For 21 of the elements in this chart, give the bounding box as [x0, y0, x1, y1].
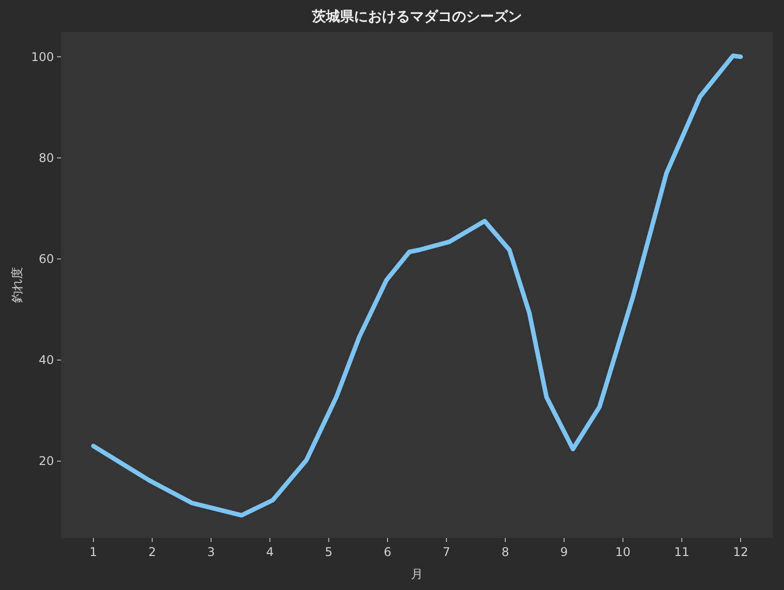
x-tick-label: 7 — [442, 545, 450, 559]
x-tick-label: 3 — [207, 545, 215, 559]
line-series — [91, 54, 743, 518]
x-tick-label: 8 — [501, 545, 510, 559]
y-tick-label: 20 — [38, 454, 54, 468]
chart-title: 茨城県におけるマダコのシーズン — [311, 9, 522, 25]
y-axis-title: 釣れ度 — [10, 267, 24, 303]
x-tick-label: 10 — [615, 545, 631, 559]
x-tick-label: 11 — [674, 545, 690, 559]
y-tick-label: 80 — [38, 150, 54, 165]
x-tick-label: 6 — [384, 545, 392, 559]
x-tick-label: 4 — [266, 545, 274, 559]
x-tick-label: 1 — [90, 545, 98, 559]
y-tick-label: 100 — [31, 50, 54, 64]
x-tick-label: 9 — [560, 545, 568, 559]
x-tick-label: 5 — [324, 545, 333, 559]
x-tick-label: 12 — [732, 545, 748, 559]
x-axis-title: 月 — [411, 567, 423, 581]
x-tick-label: 2 — [148, 545, 156, 559]
y-tick-label: 40 — [38, 353, 54, 368]
y-tick-label: 60 — [38, 252, 54, 266]
